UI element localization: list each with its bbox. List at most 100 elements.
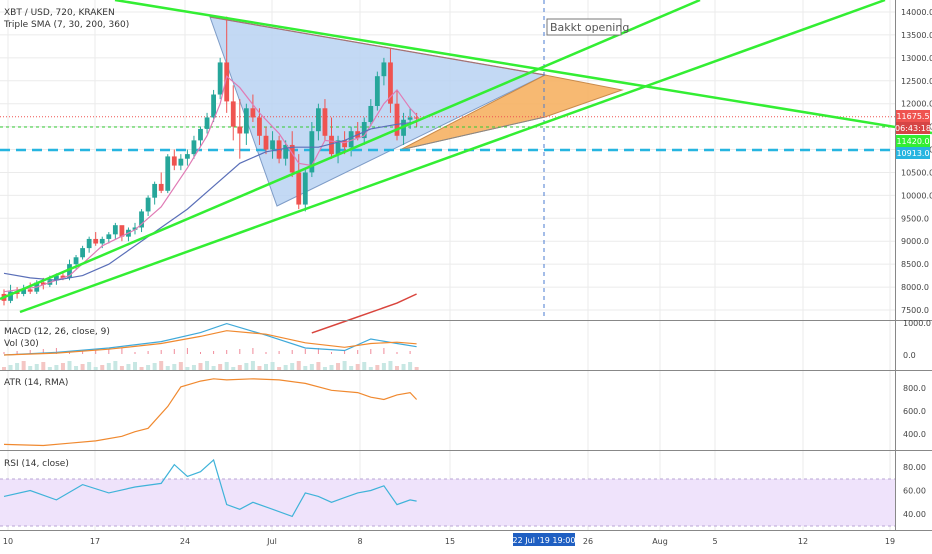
candle-body (224, 62, 230, 102)
triangle-upper-edge (209, 16, 546, 76)
ascending-trendline-shallow[interactable] (19, 0, 886, 314)
indicator-legend: Triple SMA (7, 30, 200, 360) (3, 20, 129, 30)
candle-body (99, 238, 105, 244)
volume-bar (342, 361, 347, 370)
volume-bar (303, 366, 308, 370)
symbol-title: XBT / USD, 720, KRAKEN (4, 8, 115, 18)
macd-legend: MACD (12, 26, close, 9) (4, 327, 110, 337)
candle-body (119, 225, 125, 237)
volume-bar (41, 362, 46, 370)
candle-body (322, 108, 328, 136)
time-tick-label: 12 (798, 537, 808, 546)
volume-bar (60, 363, 65, 370)
candle-body (198, 128, 203, 141)
sma-7-line (3, 75, 418, 293)
time-tick-label: 24 (180, 537, 190, 546)
candle-body (217, 62, 223, 95)
time-tick-label: Aug (652, 537, 668, 546)
volume-bar (119, 366, 124, 370)
volume-bar (172, 364, 177, 370)
candle-body (21, 289, 27, 294)
price-tick-label: 9000.0 (901, 237, 929, 246)
volume-bar (165, 366, 170, 370)
candle-body (263, 135, 269, 150)
atr-line (3, 378, 418, 447)
candle-body (289, 144, 295, 173)
candle-body (335, 140, 341, 155)
candle-body (237, 126, 243, 134)
last-price-text: 11675.5 (896, 112, 929, 121)
time-tick-label: 10 (3, 537, 13, 546)
countdown-tag (896, 122, 930, 134)
volume-bar (80, 364, 85, 370)
volume-bar (349, 366, 354, 370)
candle-body (60, 275, 66, 278)
price-tick-label: 10000.0 (901, 191, 932, 200)
time-tick-label: Jul (266, 537, 277, 546)
volume-bar (185, 367, 190, 370)
volume-bar (362, 362, 367, 370)
time-tick-label: 19 (885, 537, 895, 546)
volume-bar (126, 364, 131, 370)
wedge-lower-edge (399, 116, 546, 151)
volume-bar (283, 365, 288, 370)
candle-body (73, 257, 79, 265)
price-tick-label: 8000.0 (901, 283, 929, 292)
volume-bar (178, 362, 183, 370)
time-tick-label: 26 (583, 537, 593, 546)
volume-bar (67, 361, 72, 370)
candle-body (302, 172, 308, 205)
descending-trendline[interactable] (114, 0, 932, 135)
time-axis[interactable]: 10 17 24 Jul 8 15 26 Aug 5 12 19 (3, 537, 895, 546)
volume-bar (74, 366, 79, 370)
volume-bar (257, 366, 262, 370)
time-tick-label: 17 (90, 537, 100, 546)
price-tick-label: 12500.0 (901, 77, 932, 86)
candle-body (283, 144, 289, 159)
volume-bar (388, 361, 393, 370)
volume-bar (21, 361, 26, 370)
rsi-tick-label: 40.00 (903, 510, 926, 519)
candle-body (381, 62, 387, 77)
volume-bar (152, 363, 157, 370)
macd-signal-line (3, 330, 417, 356)
candle-body (348, 131, 354, 148)
candle-body (407, 117, 413, 120)
time-tick-label: 5 (712, 537, 717, 546)
candle-body (368, 105, 374, 123)
volume-bar (34, 364, 39, 370)
volume-bar (401, 364, 406, 370)
volume-bar (336, 363, 341, 370)
volume-bar (322, 367, 327, 370)
candle-body (139, 211, 144, 228)
candle-body (230, 101, 236, 127)
rsi-legend: RSI (14, close) (4, 459, 69, 469)
candle-body (171, 156, 177, 166)
candle-body (374, 76, 380, 106)
volume-bars (2, 361, 419, 370)
bakkt-label-box (546, 18, 622, 36)
candle-body (329, 135, 334, 155)
candle-body (211, 94, 216, 118)
price-tick-label: 14000.0 (901, 8, 932, 17)
price-axis[interactable]: 7500.0 8000.0 8500.0 9000.0 9500.0 10000.0 105… (901, 8, 932, 519)
ascending-trendline-steep[interactable] (0, 0, 701, 301)
level-tag-2 (896, 147, 930, 159)
macd-tick-label: 1000.0 (903, 319, 931, 328)
macd-histogram (3, 348, 411, 354)
candle-body (93, 238, 99, 244)
volume-bar (375, 365, 380, 370)
candle-body (204, 117, 210, 129)
candle-body (54, 275, 59, 281)
volume-bar (198, 363, 203, 370)
rsi-line (3, 458, 417, 518)
candle-body (80, 248, 85, 258)
price-tick-label: 7500.0 (901, 306, 929, 315)
volume-bar (290, 363, 295, 370)
candle-body (8, 291, 13, 301)
candle-body (152, 183, 158, 198)
price-tick-label: 13000.0 (901, 54, 932, 63)
volume-bar (244, 363, 249, 370)
